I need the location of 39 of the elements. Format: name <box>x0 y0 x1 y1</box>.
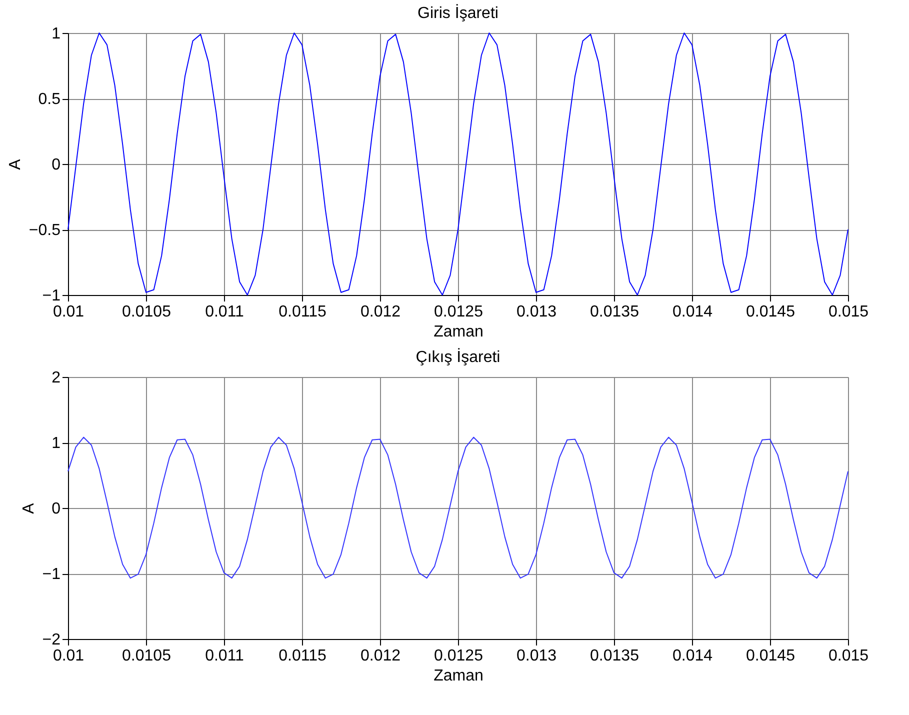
x-tick-label: 0.014 <box>672 648 713 664</box>
y-tick-label: −0.5 <box>28 222 61 239</box>
x-tick-label: 0.012 <box>360 648 401 664</box>
x-tick-label: 0.011 <box>205 648 244 664</box>
x-tick-label: 0.0145 <box>746 648 796 664</box>
x-tick-label: 0.015 <box>828 648 869 664</box>
y-tick-label: −1 <box>42 566 61 583</box>
x-tick-label: 0.014 <box>672 304 713 320</box>
x-tick-label: 0.013 <box>516 304 557 320</box>
x-tick-label: 0.0115 <box>278 304 326 320</box>
y-tick-label: 2 <box>52 370 61 386</box>
x-tick-label: 0.0115 <box>278 648 326 664</box>
y-tick-label: 0.5 <box>38 91 61 108</box>
y-tick-label: 1 <box>52 26 61 42</box>
x-tick-label: 0.0105 <box>122 304 172 320</box>
x-axis-title: Zaman <box>434 324 484 340</box>
x-tick-label: 0.01 <box>52 304 84 320</box>
x-tick-label: 0.011 <box>205 304 244 320</box>
y-tick-label: −1 <box>42 288 61 304</box>
y-tick-label: −2 <box>42 632 61 648</box>
chart-title: Çıkış İşareti <box>416 348 500 366</box>
y-tick-label: 1 <box>52 435 61 452</box>
y-axis-title: A <box>6 158 24 170</box>
x-tick-label: 0.0105 <box>122 648 172 664</box>
y-tick-label: 0 <box>52 156 61 174</box>
x-tick-label: 0.0125 <box>434 648 484 664</box>
x-tick-label: 0.015 <box>828 304 869 320</box>
x-tick-label: 0.012 <box>360 304 401 320</box>
y-tick-label: 0 <box>52 500 61 518</box>
chart-title: Giris İşareti <box>418 4 498 22</box>
x-tick-label: 0.01 <box>52 648 84 664</box>
x-tick-label: 0.0135 <box>590 648 640 664</box>
x-tick-label: 0.0135 <box>590 304 640 320</box>
x-tick-label: 0.0125 <box>434 304 484 320</box>
x-axis-title: Zaman <box>434 668 484 684</box>
x-tick-label: 0.0145 <box>746 304 796 320</box>
y-axis-title: A <box>20 502 38 514</box>
line-series <box>68 436 848 579</box>
x-tick-label: 0.013 <box>516 648 557 664</box>
